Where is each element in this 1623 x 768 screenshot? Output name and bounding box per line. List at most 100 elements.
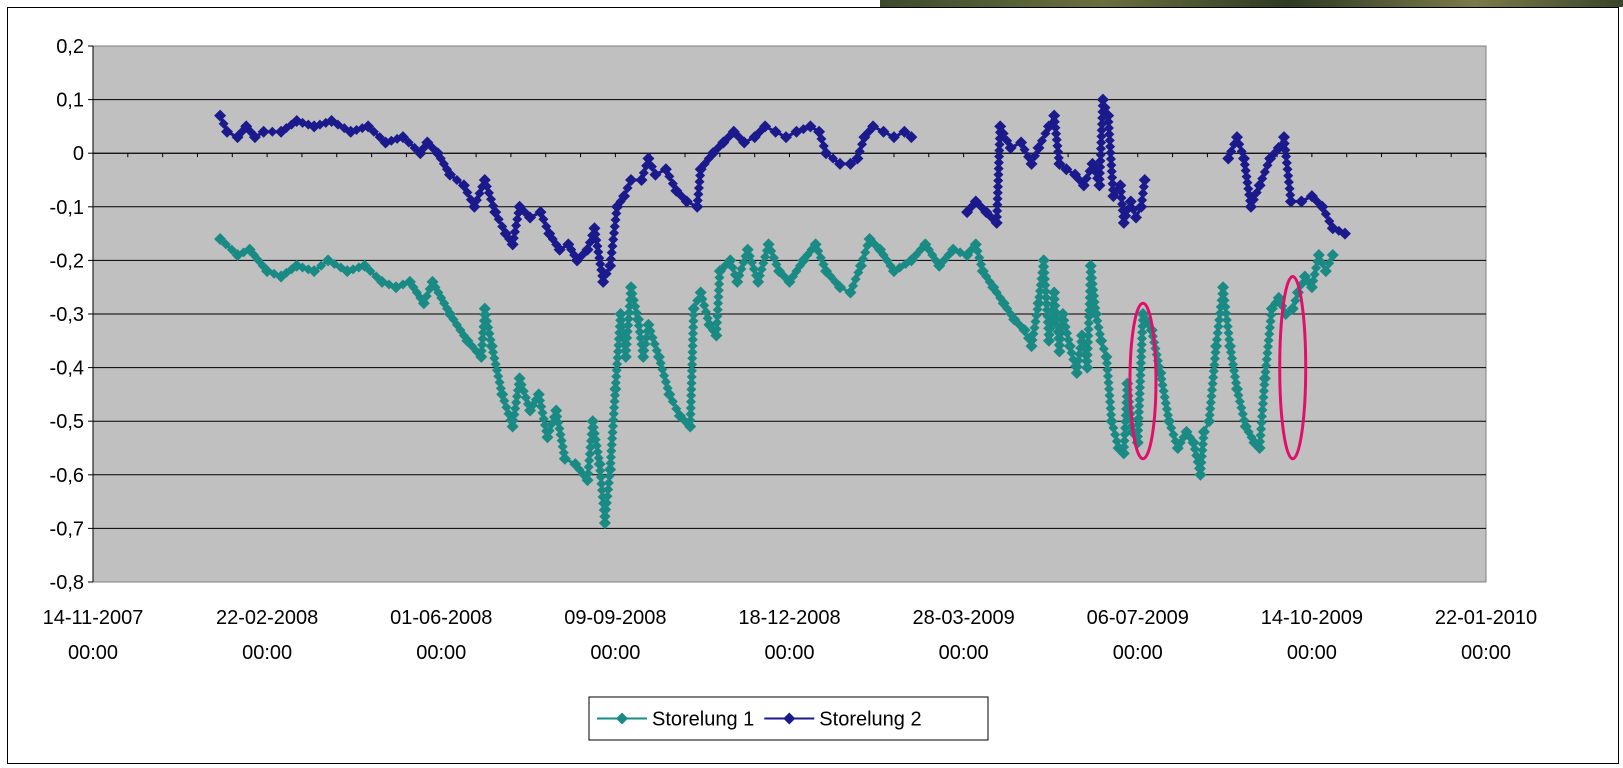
series-marker-2: [1284, 183, 1295, 194]
series-marker-1: [621, 339, 632, 350]
series-marker-2: [622, 183, 633, 194]
series-marker-2: [1137, 188, 1148, 199]
series-marker-1: [1261, 354, 1272, 365]
series-marker-1: [640, 339, 651, 350]
series-marker-1: [511, 391, 522, 402]
series-marker-2: [1280, 144, 1291, 155]
series-marker-1: [1056, 327, 1067, 338]
series-marker-2: [607, 241, 618, 252]
series-marker-2: [664, 171, 675, 182]
series-marker-1: [226, 244, 237, 255]
series-point-1: [609, 383, 622, 396]
series-marker-1: [627, 288, 638, 299]
series-marker-2: [1242, 177, 1253, 188]
series-group: [214, 93, 1351, 530]
series-marker-1: [1136, 351, 1147, 362]
series-marker-1: [1092, 315, 1103, 326]
series-marker-2: [451, 175, 462, 185]
x-tick-label: 01-06-2008: [390, 607, 492, 629]
series-marker-1: [601, 497, 612, 508]
x-tick-label: 09-09-2008: [564, 607, 666, 629]
series-marker-1: [1119, 435, 1130, 446]
series-marker-1: [1214, 314, 1225, 325]
series-point-2: [1053, 157, 1066, 170]
series-marker-1: [612, 359, 623, 370]
series-marker-1: [607, 427, 618, 438]
series-marker-1: [1264, 328, 1275, 339]
series-marker-1: [688, 322, 699, 333]
series-marker-2: [1106, 166, 1117, 177]
series-marker-1: [938, 255, 949, 266]
background-photo-strip: [880, 0, 1623, 7]
x-tick-label: 22-02-2008: [216, 607, 318, 629]
series-marker-2: [608, 234, 619, 245]
series-marker-1: [1262, 347, 1273, 358]
series-marker-1: [1134, 388, 1145, 399]
series-marker-1: [1230, 371, 1241, 382]
series-point-2: [1284, 195, 1297, 208]
series-marker-1: [1207, 378, 1218, 389]
series-point-1: [625, 281, 638, 294]
series-marker-2: [692, 195, 703, 206]
series-marker-1: [1134, 394, 1145, 405]
series-point-1: [1100, 350, 1113, 363]
series-marker-1: [634, 326, 645, 337]
series-marker-1: [1204, 409, 1215, 420]
series-marker-1: [600, 511, 611, 522]
series-point-2: [597, 275, 610, 288]
series-marker-1: [1041, 292, 1052, 303]
series-marker-2: [1052, 140, 1063, 151]
series-marker-1: [1211, 334, 1222, 345]
series-marker-1: [1218, 288, 1229, 299]
series-marker-1: [602, 491, 613, 502]
series-marker-2: [374, 132, 385, 143]
series-marker-1: [365, 266, 376, 277]
series-point-2: [396, 131, 409, 144]
series-marker-1: [1104, 384, 1115, 395]
series-marker-1: [633, 320, 644, 331]
series-marker-1: [1104, 390, 1115, 401]
series-marker-2: [1103, 116, 1114, 127]
series-marker-2: [1030, 150, 1041, 161]
series-marker-1: [592, 446, 603, 457]
series-marker-1: [714, 272, 725, 283]
series-point-2: [1048, 109, 1061, 122]
series-point-2: [691, 200, 704, 213]
series-marker-1: [612, 352, 623, 363]
series-marker-1: [1208, 366, 1219, 377]
series-marker-1: [1028, 328, 1039, 339]
series-point-1: [358, 259, 371, 272]
series-marker-2: [605, 254, 616, 265]
series-marker-1: [1219, 295, 1230, 306]
series-point-1: [581, 474, 594, 487]
series-marker-2: [998, 128, 1009, 139]
series-marker-1: [878, 250, 889, 261]
series-point-1: [1056, 308, 1069, 320]
series-marker-2: [1283, 170, 1294, 181]
series-marker-1: [623, 320, 634, 331]
series-point-1: [1197, 425, 1210, 438]
series-marker-1: [713, 285, 724, 296]
series-marker-2: [1104, 129, 1115, 140]
series-marker-2: [1137, 195, 1148, 206]
series-marker-1: [825, 271, 836, 282]
series-marker-1: [1264, 322, 1275, 333]
series-marker-2: [508, 233, 519, 244]
series-marker-2: [512, 214, 523, 225]
series-marker-1: [1257, 411, 1268, 422]
series-marker-1: [1258, 392, 1269, 403]
series-marker-2: [828, 153, 839, 164]
series-marker-2: [993, 175, 1004, 186]
series-point-2: [867, 120, 880, 133]
series-marker-1: [1136, 333, 1147, 344]
series-marker-1: [509, 409, 520, 420]
series-marker-1: [1222, 321, 1233, 332]
series-point-1: [1326, 249, 1339, 262]
series-marker-1: [610, 377, 621, 388]
series-marker-2: [693, 189, 704, 200]
legend-label-1: Storelung 1: [652, 709, 754, 731]
series-marker-1: [1093, 322, 1104, 333]
series-point-1: [687, 302, 700, 315]
series-marker-1: [616, 315, 627, 326]
series-marker-1: [685, 415, 696, 426]
